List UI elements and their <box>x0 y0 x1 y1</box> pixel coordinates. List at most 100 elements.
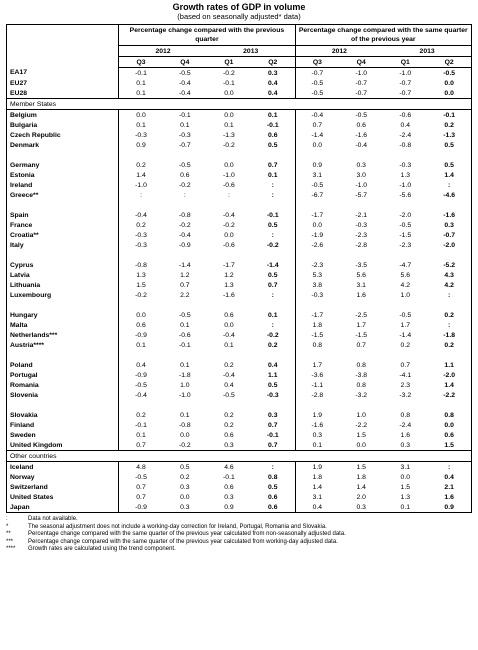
cell-value: 0.7 <box>250 160 296 170</box>
country-name: Finland <box>6 420 120 430</box>
country-name: Norway <box>6 472 120 482</box>
spacer-row <box>6 400 472 410</box>
data-row: EA17 -0.1 -0.5 -0.2 0.3 -0.7 -1.0 -1.0 -0.5 <box>6 67 472 78</box>
cell-value: -0.5 <box>178 69 191 77</box>
cell-value: -3.2 <box>355 391 368 399</box>
cell-value: -1.0 <box>178 391 191 399</box>
cell-value: 3.1 <box>312 493 323 501</box>
cell-value: : <box>250 320 296 330</box>
data-row: Slovenia -0.4 -1.0 -0.5 -0.3 -2.8 -3.2 -3.2 -2.2 <box>6 390 472 400</box>
cell-value: 0.1 <box>136 89 146 97</box>
spacer-row <box>6 250 472 260</box>
cell-value: 0.9 <box>312 161 323 169</box>
cell-value: 0.8 <box>444 411 454 419</box>
cell-value: -1.6 <box>223 291 235 299</box>
year-row: 2012 2013 2012 2013 <box>7 45 472 57</box>
spacer <box>6 400 120 410</box>
cell-value: 1.3 <box>136 271 146 279</box>
footnote: *** Percentage change compared with the s… <box>6 539 478 547</box>
cell-value: -2.2 <box>443 391 456 399</box>
corner <box>6 24 120 68</box>
country-name: Slovakia <box>6 410 120 420</box>
cell-value: 1.7 <box>356 321 366 329</box>
cell-value: 0.9 <box>136 141 146 149</box>
cell-value: 0.5 <box>250 270 296 280</box>
cell-value: 1.4 <box>356 483 366 491</box>
cell-value: 1.5 <box>400 483 410 491</box>
cell-value: -0.3 <box>355 221 368 229</box>
cell-value: -0.9 <box>135 503 147 511</box>
cell-value: 1.1 <box>250 370 296 380</box>
cell-value: -0.2 <box>250 240 296 250</box>
cell-value: -2.4 <box>399 131 412 139</box>
cell-value: 0.2 <box>250 340 296 350</box>
cell-value: 1.7 <box>312 361 323 369</box>
footnote-symbol: **** <box>6 546 16 553</box>
quarter-header: Q1 <box>383 56 428 68</box>
cell-value: -0.1 <box>178 111 191 119</box>
cell-value: -0.2 <box>223 141 235 149</box>
cell-value: -2.0 <box>399 211 412 219</box>
cell-value: -0.3 <box>250 390 296 400</box>
subtitle: (based on seasonally adjusted* data) <box>177 12 301 21</box>
cell-value: 0.7 <box>250 420 296 430</box>
cell-value: 0.0 <box>136 111 146 119</box>
year-header: 2013 <box>206 45 296 57</box>
cell-value: -0.5 <box>311 181 324 189</box>
cell-value: 0.0 <box>224 161 234 169</box>
data-row: Estonia 1.4 0.6 -1.0 0.1 3.1 3.0 1.3 1.4 <box>6 170 472 180</box>
cell-value: 1.0 <box>400 291 410 299</box>
cell-value: 0.6 <box>250 492 296 502</box>
cell-value: -1.4 <box>399 331 412 339</box>
data-row: United Kingdom 0.7 -0.2 0.3 0.7 0.1 0.0 0.3 1.5 <box>6 440 472 451</box>
cell-value: 0.2 <box>224 361 234 369</box>
cell-value: 1.8 <box>312 473 323 481</box>
cell-value: -1.4 <box>178 261 191 269</box>
cell-value: 3.0 <box>356 171 366 179</box>
cell-value: -0.2 <box>223 221 235 229</box>
country-name: Denmark <box>6 140 120 150</box>
cell-value: 0.6 <box>136 321 146 329</box>
cell-value: 0.3 <box>224 493 234 501</box>
cell-value: : <box>448 321 451 329</box>
cell-value: -0.1 <box>223 79 235 87</box>
cell-value: -0.1 <box>443 111 456 119</box>
country-name: Lithuania <box>6 280 120 290</box>
cell-value: 0.3 <box>180 483 190 491</box>
cell-value: -5.6 <box>399 191 412 199</box>
group-header: Percentage change compared with the prev… <box>118 24 296 46</box>
spacer <box>118 150 296 160</box>
cell-value: 0.9 <box>444 503 454 511</box>
cell-value: 0.1 <box>180 121 190 129</box>
gdp-table: Percentage change compared with the prev… <box>6 24 472 513</box>
cell-value: -4.1 <box>399 371 412 379</box>
cell-value: -2.5 <box>355 311 368 319</box>
cell-value: 1.7 <box>400 321 410 329</box>
cell-value: -0.7 <box>399 89 412 97</box>
cell-value: 0.7 <box>136 441 146 449</box>
data-row: Malta 0.6 0.1 0.0: 1.8 1.7 1.7: <box>6 320 472 330</box>
cell-value: 0.0 <box>444 421 454 429</box>
cell-value: 0.4 <box>400 121 410 129</box>
cell-value: : <box>250 230 296 240</box>
cell-value: 0.0 <box>444 89 454 97</box>
data-row: Germany 0.2 -0.5 0.0 0.7 0.9 0.3 -0.3 0.5 <box>6 160 472 170</box>
cell-value: -0.7 <box>443 231 456 239</box>
cell-value: 1.0 <box>180 381 190 389</box>
cell-value: -0.2 <box>223 69 235 77</box>
cell-value: 0.3 <box>180 503 190 511</box>
cell-value: 0.7 <box>400 361 410 369</box>
cell-value: -0.7 <box>355 79 368 87</box>
cell-value: -0.5 <box>311 79 324 87</box>
country-name: EU27 <box>6 78 120 88</box>
country-name: Bulgaria <box>6 120 120 130</box>
cell-value: 0.4 <box>224 381 234 389</box>
cell-value: 0.2 <box>136 411 146 419</box>
quarter-row: Q3 Q4 Q1 Q2 Q3 Q4 Q1 Q2 <box>7 56 472 68</box>
cell-value: -1.0 <box>135 181 147 189</box>
data-row: Croatia** -0.3 -0.4 0.0: -1.9 -2.3 -1.5 -0.7 <box>6 230 472 240</box>
cell-value: 1.0 <box>356 411 366 419</box>
cell-value: 3.1 <box>400 463 410 471</box>
cell-value: -0.5 <box>223 391 235 399</box>
cell-value: -0.6 <box>223 181 235 189</box>
